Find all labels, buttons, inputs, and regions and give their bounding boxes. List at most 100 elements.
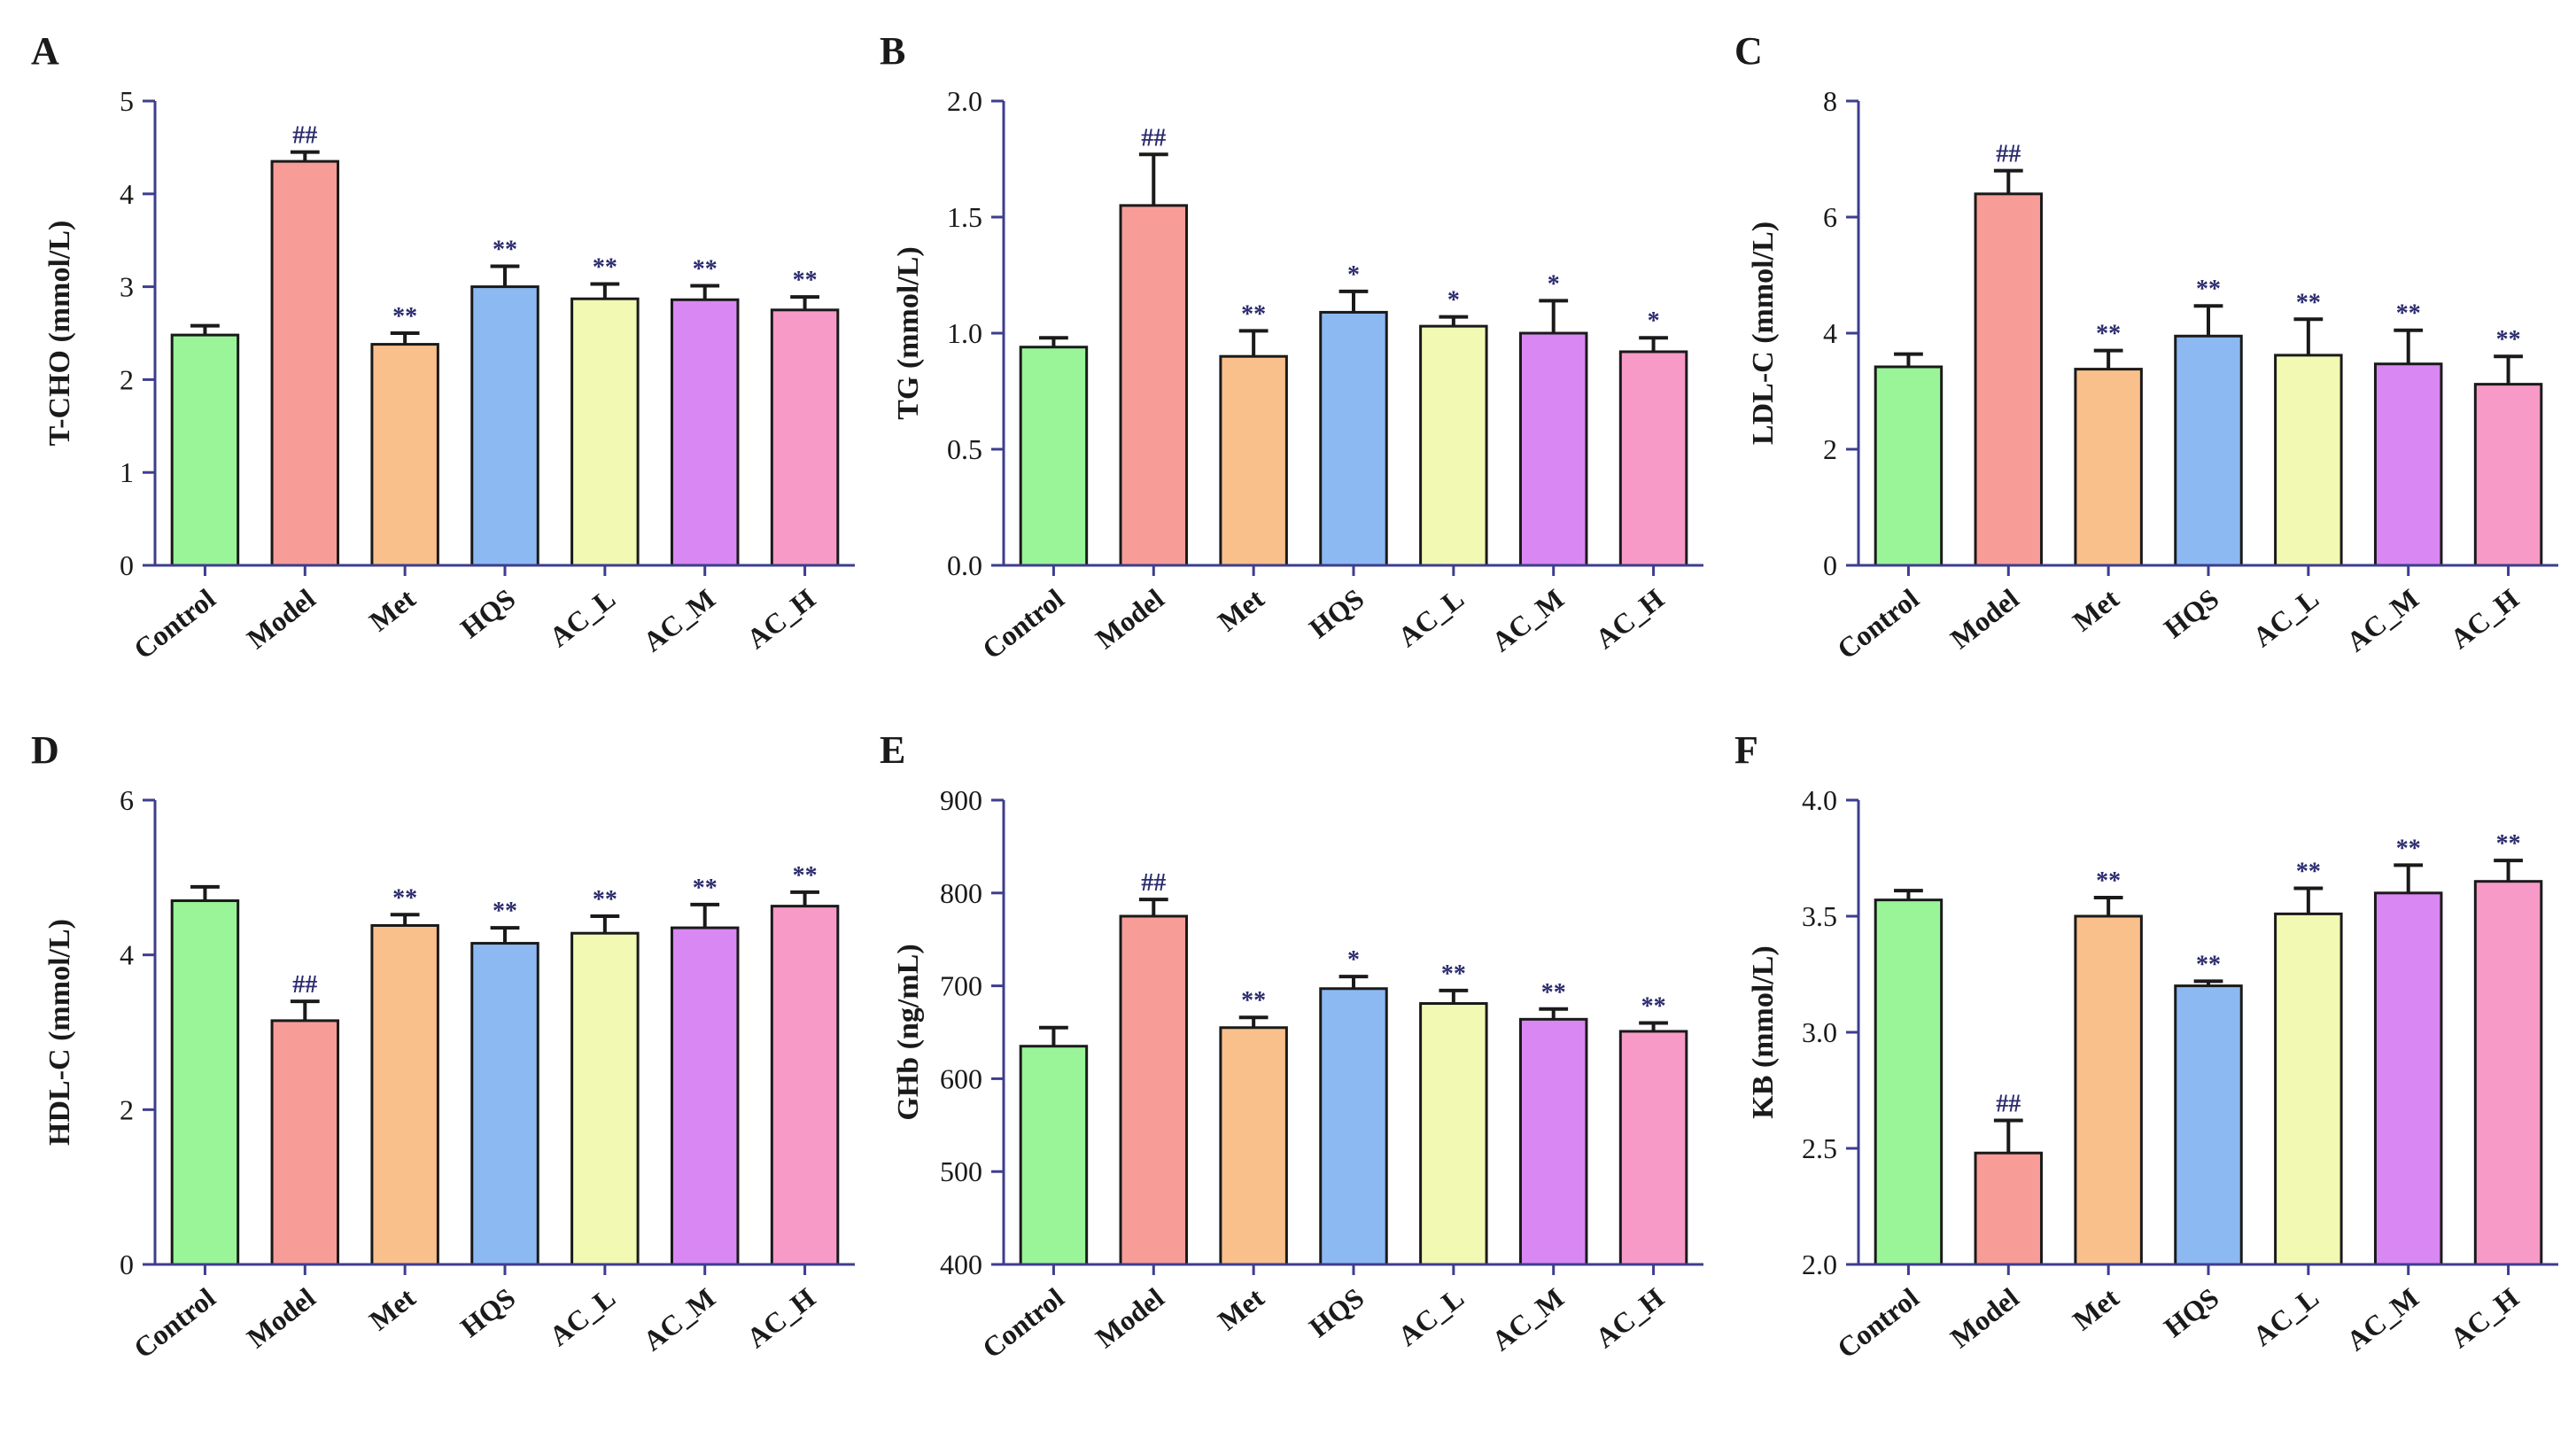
bar [670,298,740,567]
bar [270,159,340,567]
x-tick-label: AC_L [543,582,621,653]
y-tick-label: 1 [120,456,134,488]
y-tick-label: 0 [1823,549,1837,581]
x-tick-label: Model [1944,1281,2025,1354]
bar [370,343,439,567]
bar [2473,880,2543,1266]
panel-letter: C [1734,29,1763,73]
x-tick-label: AC_H [741,1281,821,1354]
y-tick-label: 0 [120,1248,134,1280]
significance-label: ** [2396,300,2421,328]
y-tick-label: 0 [120,549,134,581]
x-tick-label: AC_M [637,582,721,657]
panel-letter: A [31,29,59,73]
significance-label: ** [793,862,818,890]
x-tick-label: HQS [454,582,521,644]
bar [1874,365,1944,567]
significance-label: ** [2296,859,2321,886]
x-tick-label: AC_L [2246,1281,2324,1352]
significance-label: ## [1996,1091,2021,1118]
x-tick-label: Model [241,1281,322,1354]
significance-label: ## [292,122,317,150]
significance-label: ** [2396,835,2421,862]
x-tick-label: Control [1831,582,1925,665]
bar [1618,1030,1688,1266]
bar [1219,354,1288,567]
x-tick-label: AC_H [1589,582,1670,655]
y-tick-label: 2.0 [947,85,982,117]
x-tick-label: AC_H [741,582,821,655]
bar [2373,891,2443,1266]
significance-label: ** [1441,960,1466,988]
bar [2274,354,2343,567]
significance-label: ** [2196,951,2221,978]
x-tick-label: AC_L [1392,582,1470,653]
y-tick-label: 3.0 [1802,1016,1837,1048]
bar [1119,204,1189,567]
bar [470,942,539,1266]
chart-panel-e: E GHb (ng/mL) Control ## Model ** Met * HQS ** AC_… [880,728,1703,1365]
y-tick-label: 4 [1823,317,1837,349]
bar [1419,1002,1488,1266]
x-tick-label: Met [2067,1281,2125,1336]
bar [1219,1026,1288,1266]
significance-label: * [1548,270,1560,298]
y-axis-title: GHb (ng/mL) [892,944,925,1120]
chart-panel-a: A T-CHO (mmol/L) Control ## Model ** Met ** HQS *… [31,29,855,665]
significance-label: ## [1141,124,1166,152]
x-tick-label: AC_M [637,1281,721,1357]
bar [370,923,439,1266]
y-tick-label: 1.0 [947,317,982,349]
panel-letter: D [31,728,59,772]
significance-label: ** [1241,300,1266,328]
y-tick-label: 2.0 [1802,1248,1837,1280]
y-tick-label: 2 [120,363,134,395]
y-axis-title: HDL-C (mmol/L) [43,919,76,1146]
y-tick-label: 500 [940,1155,982,1187]
significance-label: ** [2196,276,2221,303]
x-tick-label: HQS [2158,582,2224,644]
x-tick-label: Control [128,582,221,665]
x-tick-label: Control [976,1281,1070,1365]
significance-label: ** [2296,289,2321,316]
y-tick-label: 700 [940,970,982,1002]
x-tick-label: AC_H [2444,582,2525,655]
x-tick-label: AC_L [2246,582,2324,653]
bar [2174,984,2243,1266]
panel-letter: E [880,728,905,772]
y-tick-label: 3 [120,271,134,303]
x-tick-label: AC_M [2340,1281,2425,1357]
x-tick-label: HQS [2158,1281,2224,1343]
bar [1119,914,1189,1266]
y-axis-title: KB (mmol/L) [1747,945,1780,1118]
y-tick-label: 6 [1823,201,1837,233]
y-tick-label: 8 [1823,85,1837,117]
bar [1319,310,1388,567]
x-tick-label: Met [363,582,422,637]
y-axis-title: TG (mmol/L) [892,246,925,419]
significance-label: ## [1996,141,2021,168]
x-tick-label: AC_H [2444,1281,2525,1354]
y-tick-label: 4.0 [1802,784,1837,816]
x-tick-label: AC_L [543,1281,621,1352]
y-tick-label: 800 [940,877,982,909]
x-tick-label: AC_M [2340,582,2425,657]
x-tick-label: Model [1090,1281,1170,1354]
panel-letter: F [1734,728,1758,772]
y-tick-label: 1.5 [947,201,982,233]
y-tick-label: 0.5 [947,433,982,465]
significance-label: ** [493,898,517,925]
chart-panel-f: F KB (mmol/L) Control ## Model ** Met ** HQS ** AC… [1734,728,2558,1365]
y-tick-label: 2 [120,1093,134,1125]
bar [2473,383,2543,567]
y-tick-label: 4 [120,178,134,210]
panel-letter: B [880,29,905,73]
bar [570,931,640,1266]
significance-label: ** [493,237,517,264]
bar [1518,1017,1588,1266]
y-tick-label: 2 [1823,433,1837,465]
bar [1974,1151,2044,1266]
bar [1518,331,1588,567]
significance-label: ** [1241,987,1266,1015]
